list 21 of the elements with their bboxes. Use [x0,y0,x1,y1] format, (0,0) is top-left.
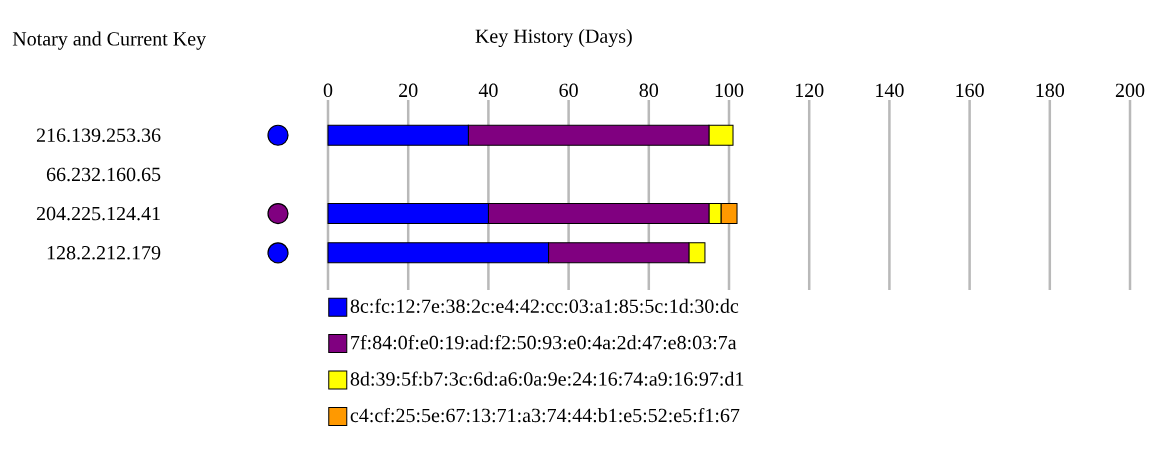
x-tick-label: 100 [715,83,744,98]
legend-label: 7f:84:0f:e0:19:ad:f2:50:93:e0:4a:2d:47:e8:03:7a [351,335,737,350]
y-tick-label: 216.139.253.36 [36,128,161,143]
x-tick-label: 180 [1036,83,1065,98]
x-tick-label: 40 [478,83,498,98]
y-tick-label: 204.225.124.41 [36,206,160,221]
text: Notary and Current Key [12,31,207,50]
legend-label: c4:cf:25:5e:67:13:71:a3:74:44:b1:e5:52:e5:f1:67 [350,407,740,423]
legend-label: 8c:fc:12:7e:38:2c:e4:42:cc:03:a1:85:5c:1d:30:dc [350,298,739,314]
x-tick-label: 20 [399,83,418,98]
x-tick-label: 200 [1115,83,1145,98]
y-tick-label: 66.232.160.65 [46,167,161,182]
x-tick-label: 60 [559,83,578,98]
x-tick-label: 0 [323,83,333,98]
legend-label: 8d:39:5f:b7:3c:6d:a6:0a:9e:24:16:74:a9:16:97:d1 [350,371,744,386]
chart-title: Key History (Days) [475,28,632,48]
x-tick-label: 80 [639,83,659,98]
x-tick-label: 120 [795,83,824,98]
x-tick-label: 140 [876,83,904,98]
y-tick-label: 128.2.212.179 [47,246,161,260]
x-tick-label: 160 [956,83,984,98]
